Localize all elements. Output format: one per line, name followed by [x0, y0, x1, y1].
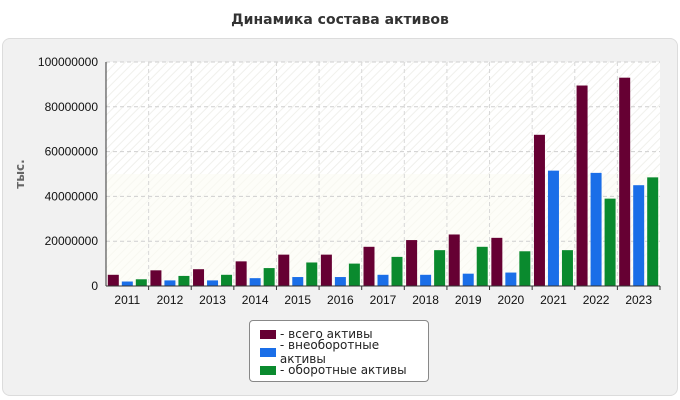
bar-2021-series-2 — [561, 250, 573, 286]
legend-item: - внеоборотные активы — [260, 338, 428, 366]
y-tick-label: 0 — [91, 279, 98, 293]
x-tick-label: 2017 — [370, 293, 397, 307]
bar-2016-series-0 — [320, 254, 332, 286]
bar-2022-series-0 — [576, 85, 588, 287]
bar-2016-series-2 — [348, 263, 360, 286]
x-tick-label: 2016 — [327, 293, 354, 307]
bar-2017-series-0 — [363, 246, 375, 286]
x-tick-label: 2014 — [242, 293, 269, 307]
bar-2013-series-0 — [193, 269, 205, 286]
legend-swatch — [260, 365, 276, 375]
x-tick-label: 2018 — [412, 293, 439, 307]
y-tick-label: 20000000 — [45, 234, 99, 248]
bar-2012-series-1 — [164, 280, 176, 286]
y-tick-label: 60000000 — [45, 145, 99, 159]
x-tick-label: 2011 — [114, 293, 140, 307]
bar-2021-series-1 — [547, 170, 559, 286]
bar-2018-series-1 — [420, 274, 432, 286]
y-tick-label: 80000000 — [45, 100, 99, 114]
bar-2017-series-2 — [391, 256, 403, 286]
bar-2015-series-0 — [278, 254, 290, 286]
x-tick-label: 2013 — [199, 293, 226, 307]
bar-2022-series-2 — [604, 198, 616, 286]
x-tick-label: 2012 — [157, 293, 184, 307]
y-axis-label: тыс. — [13, 159, 27, 188]
bar-2013-series-2 — [221, 274, 233, 286]
bar-2013-series-1 — [207, 280, 219, 286]
x-tick-label: 2015 — [284, 293, 311, 307]
y-tick-label: 100000000 — [38, 55, 98, 69]
x-tick-label: 2019 — [455, 293, 482, 307]
bar-2020-series-2 — [519, 251, 531, 286]
bar-2018-series-0 — [406, 240, 418, 286]
legend-label: - всего активы — [280, 327, 373, 341]
bar-2020-series-1 — [505, 272, 517, 286]
x-tick-label: 2022 — [583, 293, 610, 307]
x-tick-label: 2020 — [497, 293, 524, 307]
bar-2015-series-2 — [306, 262, 318, 286]
legend-label: - оборотные активы — [280, 363, 407, 377]
x-tick-label: 2023 — [625, 293, 652, 307]
bar-2014-series-2 — [263, 268, 275, 286]
legend-swatch — [260, 329, 276, 339]
bar-2011-series-1 — [121, 281, 133, 286]
bar-2014-series-1 — [249, 278, 261, 286]
bar-2023-series-2 — [647, 177, 659, 286]
bar-2020-series-0 — [491, 237, 503, 286]
x-tick-label: 2021 — [540, 293, 567, 307]
bar-2019-series-1 — [462, 273, 474, 286]
bar-2022-series-1 — [590, 172, 602, 286]
bar-2012-series-0 — [150, 270, 162, 286]
bar-2012-series-2 — [178, 275, 190, 286]
legend-item: - всего активы — [260, 325, 428, 343]
chart-title: Динамика состава активов — [231, 12, 449, 28]
bar-2023-series-0 — [619, 77, 631, 287]
bar-2016-series-1 — [334, 277, 346, 286]
bar-2014-series-0 — [235, 261, 247, 286]
bar-2011-series-2 — [135, 279, 147, 286]
bar-2017-series-1 — [377, 274, 389, 286]
legend-item: - оборотные активы — [260, 361, 428, 379]
legend-swatch — [260, 347, 276, 357]
bar-2023-series-1 — [633, 185, 645, 286]
bar-2018-series-2 — [434, 250, 446, 286]
bar-2019-series-2 — [476, 246, 488, 286]
bar-2011-series-0 — [107, 274, 119, 286]
chart-legend: - всего активы - внеоборотные активы - обо… — [249, 320, 429, 382]
legend-label: - внеоборотные активы — [279, 338, 380, 366]
bar-2015-series-1 — [292, 277, 304, 286]
bar-2019-series-0 — [448, 234, 460, 286]
bar-2021-series-0 — [533, 134, 545, 286]
y-tick-label: 40000000 — [45, 189, 99, 203]
